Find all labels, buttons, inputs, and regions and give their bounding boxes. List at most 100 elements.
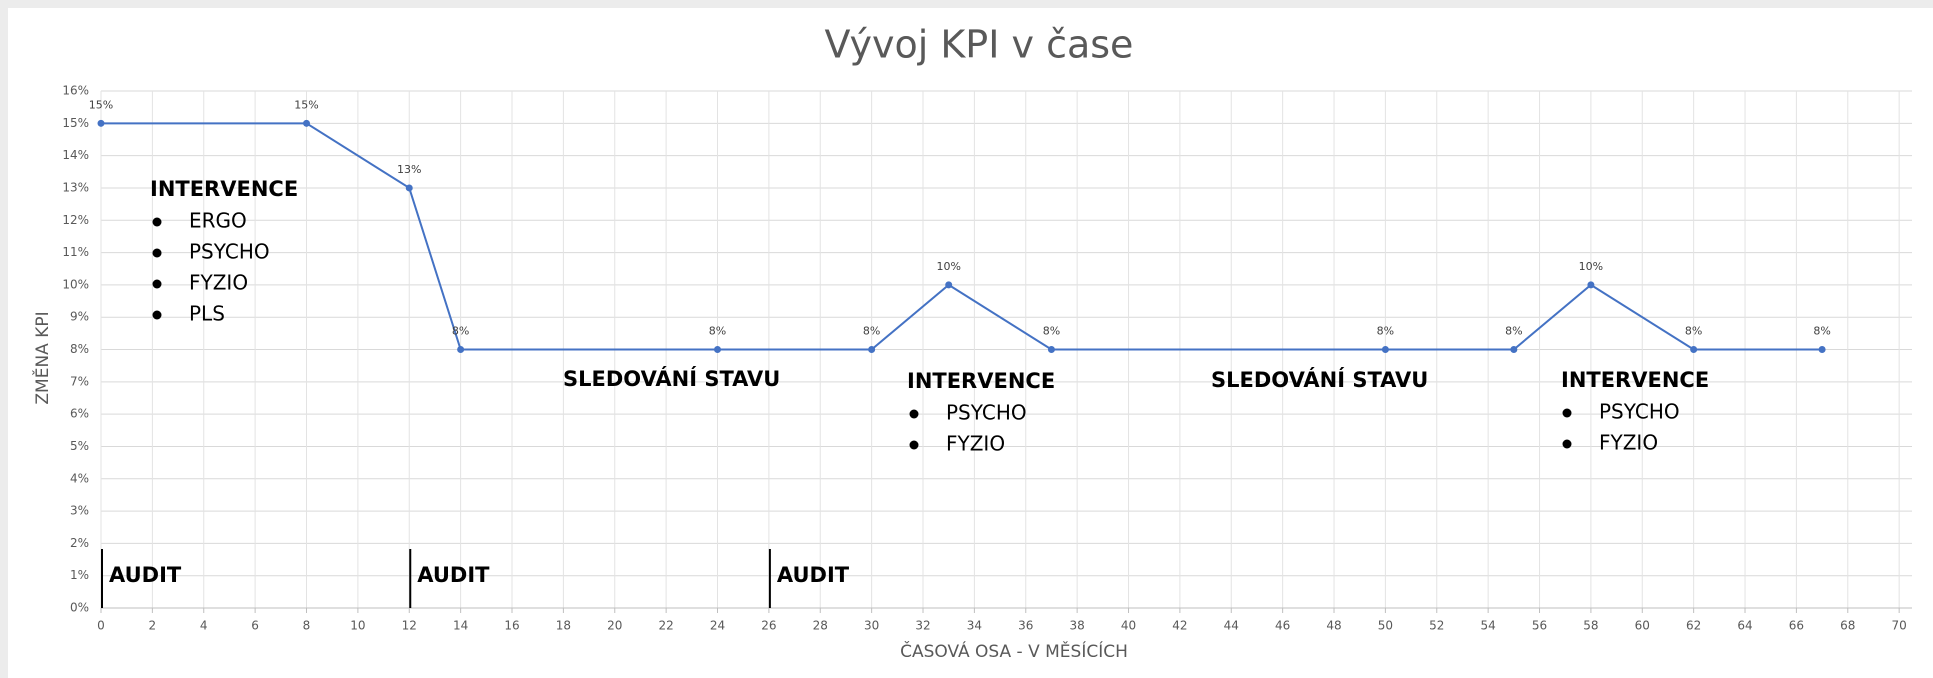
chart-title: Vývoj KPI v čase [825, 23, 1134, 67]
annotation-item: ERGO [189, 209, 247, 233]
x-tick-label: 50 [1378, 619, 1393, 633]
chart-area [8, 8, 1933, 678]
data-label: 15% [89, 98, 113, 111]
data-point [1047, 346, 1055, 353]
data-point [945, 281, 953, 289]
y-tick-label: 15% [62, 116, 89, 130]
data-point [868, 346, 876, 353]
data-label: 10% [1579, 260, 1603, 273]
x-tick-label: 32 [915, 619, 930, 633]
y-tick-label: 9% [70, 310, 89, 324]
y-tick-label: 5% [70, 439, 89, 453]
x-tick-label: 60 [1635, 619, 1650, 633]
x-tick-label: 10 [350, 619, 365, 633]
bullet [152, 217, 162, 227]
bullet [152, 279, 162, 289]
x-tick-label: 18 [556, 619, 571, 633]
y-tick-label: 4% [70, 471, 89, 485]
x-tick-label: 58 [1583, 619, 1598, 633]
bullet [152, 248, 162, 258]
annotation-item: PSYCHO [1599, 400, 1680, 424]
audit-label: AUDIT [777, 563, 850, 587]
x-tick-label: 46 [1275, 619, 1290, 633]
y-tick-label: 2% [70, 536, 89, 550]
data-point [1690, 346, 1698, 353]
x-tick-label: 36 [1018, 619, 1033, 633]
y-tick-label: 3% [70, 504, 89, 518]
bullet [909, 409, 919, 419]
x-tick-label: 22 [658, 619, 673, 633]
annotation-item: FYZIO [946, 432, 1005, 456]
data-point [97, 119, 105, 127]
data-label: 8% [1505, 325, 1522, 338]
annotation-title: SLEDOVÁNÍ STAVU [1211, 367, 1428, 392]
x-tick-label: 34 [967, 619, 982, 633]
audit-label: AUDIT [109, 563, 182, 587]
data-label: 8% [452, 325, 469, 338]
data-label: 8% [1043, 325, 1060, 338]
x-tick-label: 52 [1429, 619, 1444, 633]
x-tick-label: 42 [1172, 619, 1187, 633]
x-tick-label: 54 [1481, 619, 1496, 633]
data-label: 15% [294, 98, 318, 111]
x-tick-label: 66 [1789, 619, 1804, 633]
x-tick-label: 26 [761, 619, 776, 633]
audit-label: AUDIT [417, 563, 490, 587]
x-tick-label: 4 [200, 619, 208, 633]
annotation-item: FYZIO [189, 271, 248, 295]
x-tick-label: 70 [1892, 619, 1907, 633]
x-axis-label: ČASOVÁ OSA - V MĚSÍCÍCH [900, 640, 1128, 662]
y-tick-label: 12% [62, 213, 89, 227]
x-tick-label: 12 [402, 619, 417, 633]
x-tick-label: 8 [303, 619, 311, 633]
data-point [1587, 281, 1595, 289]
x-tick-label: 16 [504, 619, 519, 633]
x-tick-label: 24 [710, 619, 725, 633]
annotation-title: INTERVENCE [1561, 368, 1709, 392]
data-label: 8% [1813, 325, 1830, 338]
x-tick-label: 48 [1326, 619, 1341, 633]
bullet [1562, 439, 1572, 449]
y-tick-label: 1% [70, 568, 89, 582]
x-tick-label: 44 [1224, 619, 1239, 633]
y-tick-label: 8% [70, 342, 89, 356]
x-tick-label: 38 [1070, 619, 1085, 633]
y-tick-label: 11% [62, 245, 89, 259]
data-point [405, 184, 413, 192]
x-tick-label: 6 [251, 619, 259, 633]
y-tick-label: 13% [62, 180, 89, 194]
y-tick-label: 16% [62, 84, 89, 98]
bullet [152, 310, 162, 320]
annotation-item: PLS [189, 302, 225, 326]
y-tick-label: 10% [62, 277, 89, 291]
bullet [1562, 408, 1572, 418]
x-tick-label: 56 [1532, 619, 1547, 633]
data-label: 8% [863, 325, 880, 338]
data-label: 8% [1377, 325, 1394, 338]
annotation-item: PSYCHO [189, 240, 270, 264]
x-tick-label: 28 [813, 619, 828, 633]
data-point [1510, 346, 1518, 353]
data-point [303, 119, 311, 127]
annotation-item: PSYCHO [946, 401, 1027, 425]
data-point [1381, 346, 1389, 353]
bullet [909, 440, 919, 450]
annotation-title: INTERVENCE [150, 177, 298, 201]
data-label: 8% [709, 325, 726, 338]
y-tick-label: 14% [62, 148, 89, 162]
x-tick-label: 40 [1121, 619, 1136, 633]
annotation-title: INTERVENCE [907, 369, 1055, 393]
x-tick-label: 2 [149, 619, 157, 633]
data-point [457, 346, 465, 353]
x-tick-label: 62 [1686, 619, 1701, 633]
x-tick-label: 68 [1840, 619, 1855, 633]
data-point [1818, 346, 1826, 353]
y-axis-label: ZMĚNA KPI [31, 311, 53, 404]
x-tick-label: 64 [1737, 619, 1752, 633]
annotation-title: SLEDOVÁNÍ STAVU [563, 366, 780, 391]
y-tick-label: 7% [70, 374, 89, 388]
x-tick-label: 14 [453, 619, 468, 633]
data-label: 13% [397, 163, 421, 176]
x-tick-label: 20 [607, 619, 622, 633]
